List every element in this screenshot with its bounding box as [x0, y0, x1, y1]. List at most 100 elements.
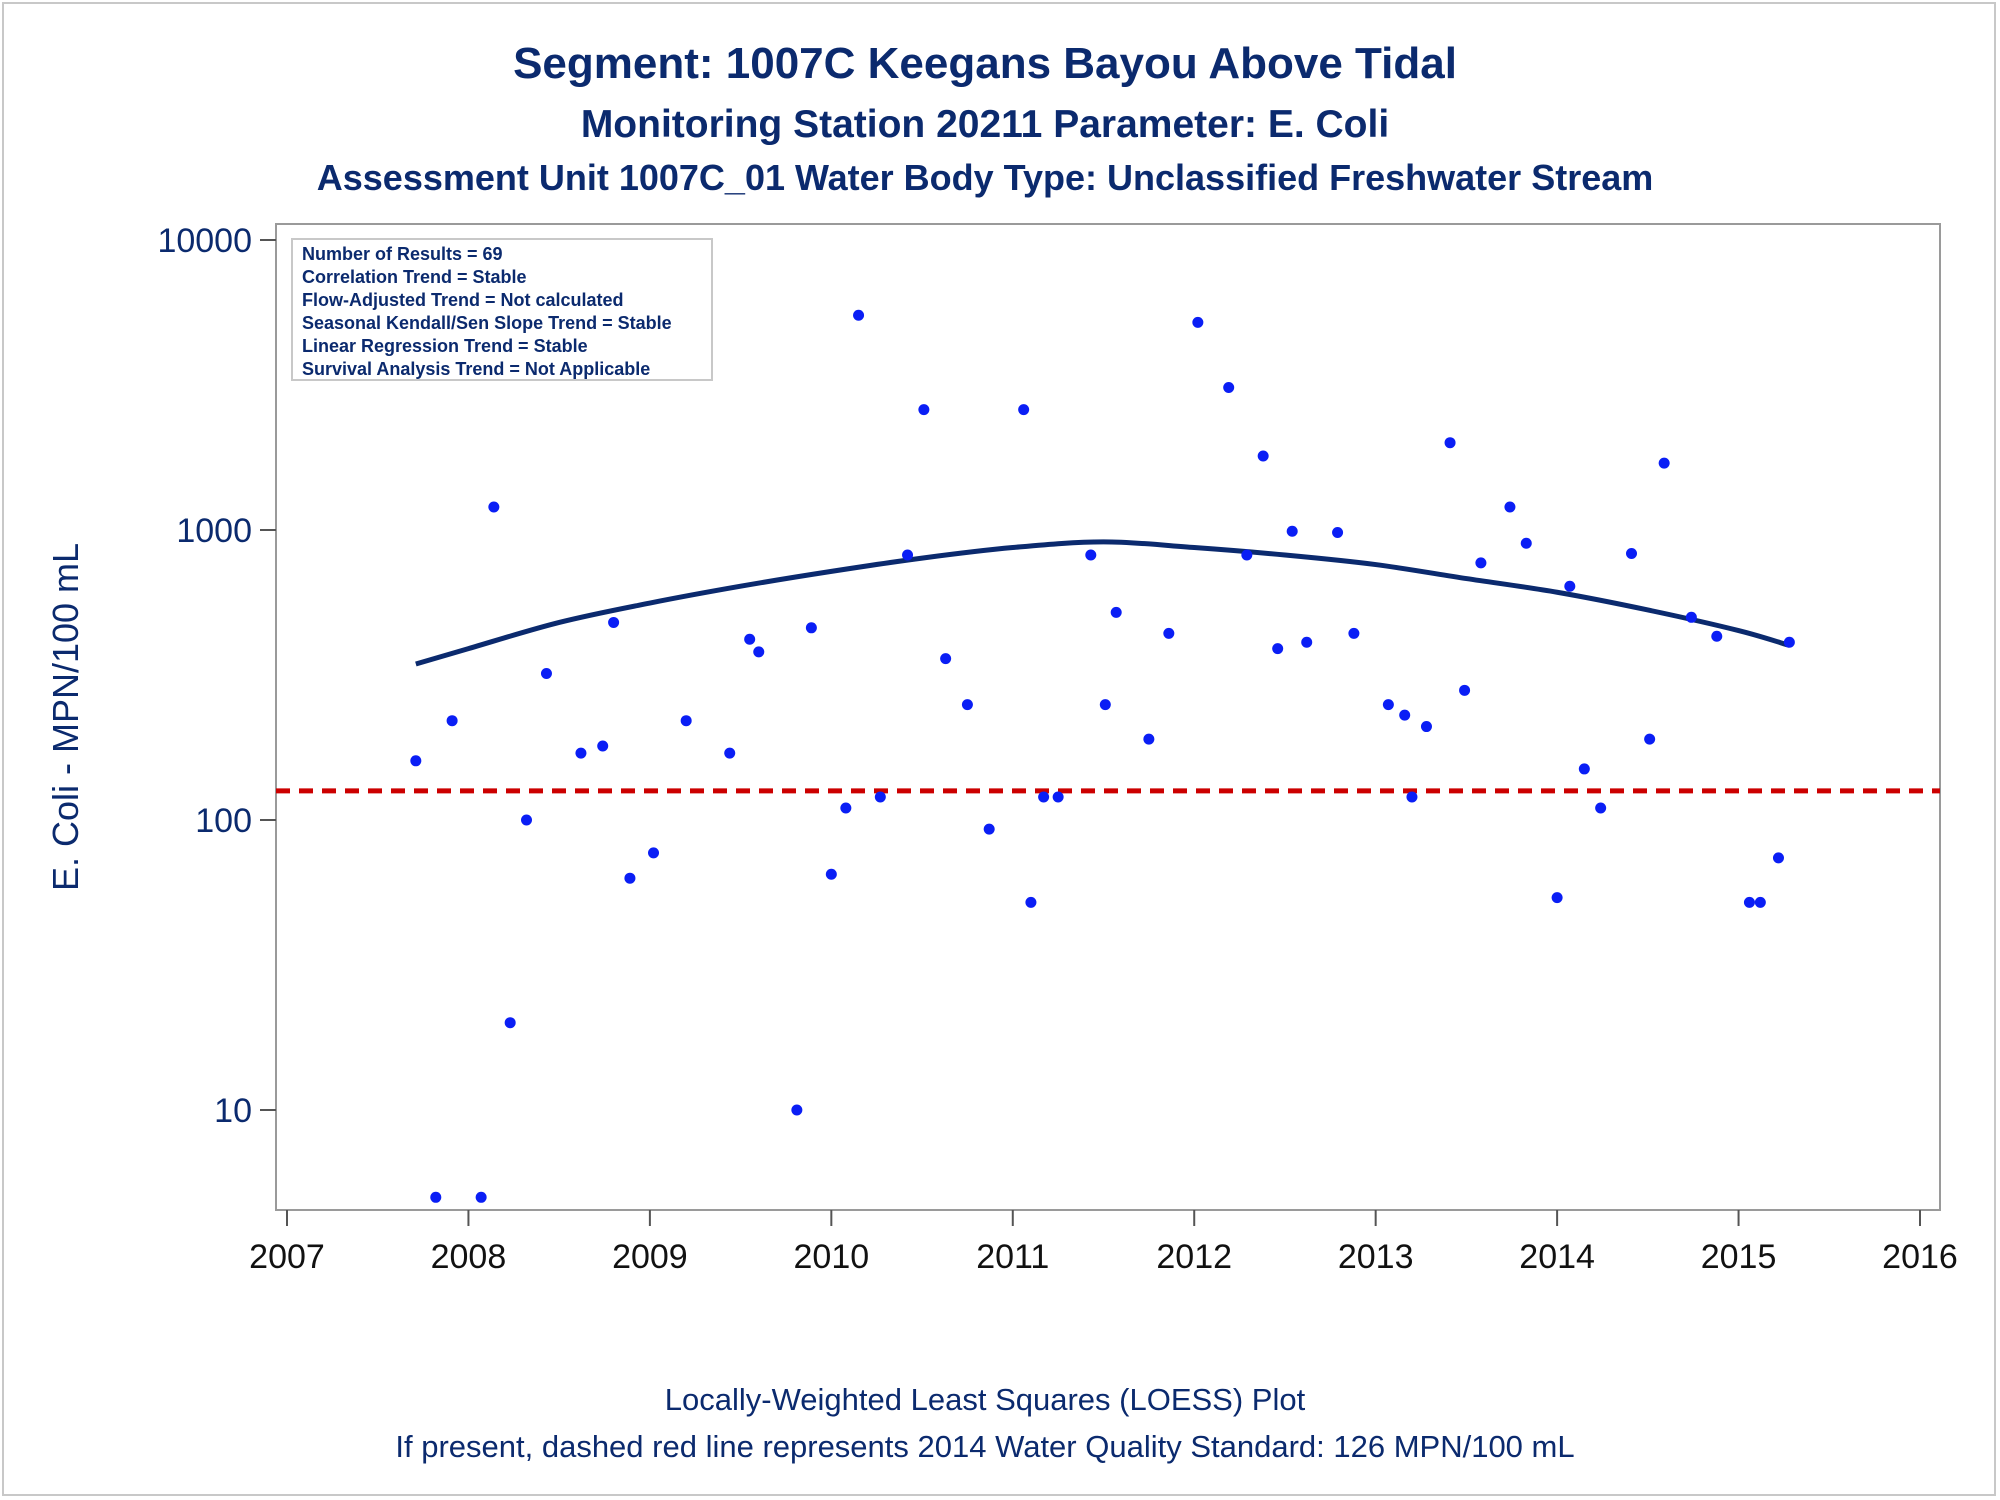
footnote-standard: If present, dashed red line represents 2…: [395, 1429, 1574, 1464]
data-point: [1332, 527, 1344, 539]
x-tick-label: 2007: [249, 1238, 325, 1276]
data-point: [961, 699, 973, 711]
legend-line-linear-regression: Linear Regression Trend = Stable: [302, 336, 588, 356]
data-point: [1772, 852, 1784, 864]
loess-curve: [415, 539, 1791, 667]
data-point: [1052, 791, 1064, 803]
data-point: [1257, 450, 1269, 462]
data-point: [1551, 892, 1563, 904]
data-point: [1038, 791, 1050, 803]
data-point: [410, 755, 422, 767]
data-point: [1406, 791, 1418, 803]
data-point: [504, 1017, 516, 1029]
data-point: [1595, 802, 1607, 814]
x-tick-label: 2012: [1156, 1238, 1232, 1276]
data-point: [1399, 709, 1411, 721]
y-axis-label: E. Coli - MPN/100 mL: [45, 543, 86, 891]
data-point: [521, 814, 533, 826]
data-point: [1459, 684, 1471, 696]
data-point: [840, 802, 852, 814]
chart-subtitle: Monitoring Station 20211 Parameter: E. C…: [581, 103, 1389, 146]
data-point: [1564, 580, 1576, 592]
data-point: [1018, 404, 1030, 416]
data-point: [791, 1104, 803, 1116]
data-point: [853, 309, 865, 321]
data-point: [805, 622, 817, 634]
data-point: [1475, 557, 1487, 569]
data-point: [983, 823, 995, 835]
x-tick-label: 2011: [976, 1238, 1049, 1276]
data-point: [1099, 699, 1111, 711]
data-point: [488, 501, 500, 513]
data-point: [446, 715, 458, 727]
x-tick-label: 2013: [1338, 1238, 1414, 1276]
data-point: [1578, 763, 1590, 775]
data-point: [902, 549, 914, 561]
data-point: [1223, 382, 1235, 394]
footnote-loess: Locally-Weighted Least Squares (LOESS) P…: [665, 1382, 1306, 1417]
data-point: [1382, 699, 1394, 711]
chart-subtitle-2: Assessment Unit 1007C_01 Water Body Type…: [317, 157, 1654, 198]
data-point: [597, 740, 609, 752]
data-point: [1644, 733, 1656, 745]
legend-line-survival: Survival Analysis Trend = Not Applicable: [302, 359, 650, 379]
data-point: [918, 404, 930, 416]
data-point: [648, 847, 660, 859]
data-point: [1420, 721, 1432, 733]
data-point: [624, 872, 636, 884]
data-point: [1241, 549, 1253, 561]
x-tick-label: 2014: [1519, 1238, 1595, 1276]
data-point: [1163, 627, 1175, 639]
data-point: [540, 668, 552, 680]
y-axis: 10 100 1000 10000: [157, 222, 277, 1210]
legend-line-correlation: Correlation Trend = Stable: [302, 267, 527, 287]
y-tick-label: 10000: [157, 222, 252, 260]
data-point: [724, 747, 736, 759]
data-point: [1754, 896, 1766, 908]
legend-line-results: Number of Results = 69: [302, 244, 503, 264]
legend-line-seasonal-kendall: Seasonal Kendall/Sen Slope Trend = Stabl…: [302, 313, 672, 333]
y-tick-label: 10: [214, 1092, 252, 1130]
data-point: [1286, 525, 1298, 537]
data-point: [940, 653, 952, 665]
data-point: [1658, 457, 1670, 469]
data-point: [1626, 547, 1638, 559]
data-point: [1743, 896, 1755, 908]
x-axis: 2007 2008 2009 2010 2011 2012 2013 2014 2015 2016: [249, 1209, 1958, 1276]
data-point: [1301, 636, 1313, 648]
data-point: [1504, 501, 1516, 513]
legend-box-border: [291, 238, 713, 381]
data-point: [1444, 437, 1456, 449]
data-point: [1520, 537, 1532, 549]
legend-line-flow-adjusted: Flow-Adjusted Trend = Not calculated: [302, 290, 624, 310]
data-point: [874, 791, 886, 803]
x-tick-label: 2010: [794, 1238, 870, 1276]
data-point: [1783, 636, 1795, 648]
data-points: [410, 309, 1795, 1203]
x-tick-label: 2016: [1882, 1238, 1958, 1276]
y-tick-label: 1000: [176, 512, 252, 550]
data-point: [430, 1191, 442, 1203]
data-point: [1192, 316, 1204, 328]
data-point: [475, 1191, 487, 1203]
data-point: [608, 616, 620, 628]
data-point: [744, 633, 756, 645]
data-point: [1348, 627, 1360, 639]
data-point: [1143, 733, 1155, 745]
data-point: [825, 868, 837, 880]
y-tick-label: 100: [195, 802, 252, 840]
data-point: [575, 747, 587, 759]
data-point: [753, 646, 765, 658]
data-point: [1685, 611, 1697, 623]
data-point: [680, 715, 692, 727]
x-tick-label: 2015: [1701, 1238, 1777, 1276]
legend-box: Number of Results = 69 Correlation Trend…: [291, 238, 713, 381]
data-point: [1711, 630, 1723, 642]
data-point: [1025, 896, 1037, 908]
x-tick-label: 2008: [431, 1238, 507, 1276]
x-tick-label: 2009: [612, 1238, 688, 1276]
data-point: [1110, 606, 1122, 618]
data-point: [1085, 549, 1097, 561]
data-point: [1272, 643, 1284, 655]
